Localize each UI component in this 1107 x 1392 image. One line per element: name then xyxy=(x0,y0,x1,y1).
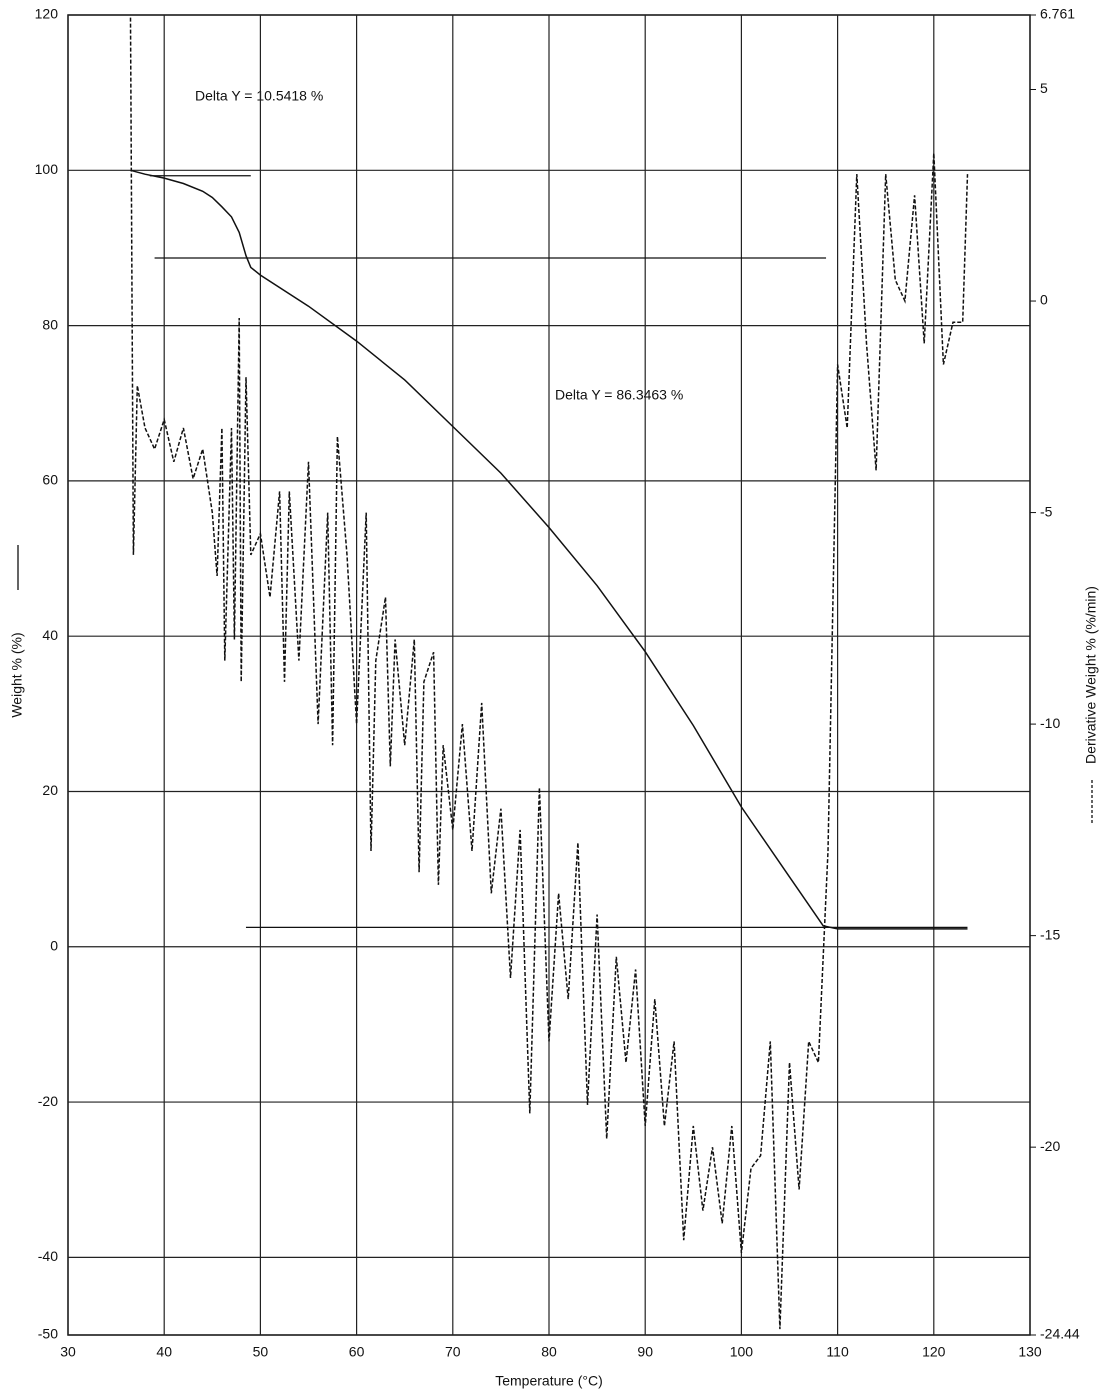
y-tick-label: -20 xyxy=(38,1093,58,1109)
y2-tick-label: -15 xyxy=(1040,926,1060,942)
y2-tick-label: 0 xyxy=(1040,292,1048,308)
y2-tick-label: -20 xyxy=(1040,1138,1060,1154)
data-line xyxy=(129,17,969,1330)
y-tick-label: 40 xyxy=(42,627,58,643)
x-tick-label: 70 xyxy=(445,1344,461,1360)
y2-tick-label: 6.761 xyxy=(1040,6,1075,22)
y2-axis-label: Derivative Weight % (%/min) xyxy=(1083,586,1099,764)
annotation: Delta Y = 10.5418 % xyxy=(195,88,323,104)
x-tick-label: 90 xyxy=(637,1344,653,1360)
y2-tick-label: -10 xyxy=(1040,715,1060,731)
x-tick-label: 30 xyxy=(60,1344,76,1360)
y2-tick-label: -5 xyxy=(1040,503,1053,519)
y2-tick-label: -24.44 xyxy=(1040,1326,1080,1342)
x-tick-label: 100 xyxy=(730,1344,754,1360)
annotation: Delta Y = 86.3463 % xyxy=(555,387,683,403)
x-tick-label: 40 xyxy=(156,1344,172,1360)
x-tick-label: 130 xyxy=(1018,1344,1042,1360)
y-tick-label: 80 xyxy=(42,316,58,332)
y-tick-label: -40 xyxy=(38,1248,58,1264)
y-tick-label: 0 xyxy=(50,937,58,953)
x-axis-label: Temperature (°C) xyxy=(495,1373,603,1389)
x-tick-label: 60 xyxy=(349,1344,365,1360)
y2-tick-label: 5 xyxy=(1040,80,1048,96)
data-line xyxy=(130,169,968,930)
x-tick-label: 80 xyxy=(541,1344,557,1360)
y-tick-label: 60 xyxy=(42,472,58,488)
x-tick-label: 50 xyxy=(253,1344,269,1360)
x-tick-label: 120 xyxy=(922,1344,946,1360)
x-tick-label: 110 xyxy=(826,1344,849,1360)
y-axis-label: Weight % (%) xyxy=(9,632,25,717)
y-tick-label: 20 xyxy=(42,782,58,798)
y-tick-label: 120 xyxy=(35,6,59,22)
y-tick-label: -50 xyxy=(38,1326,58,1342)
y-tick-label: 100 xyxy=(35,161,59,177)
